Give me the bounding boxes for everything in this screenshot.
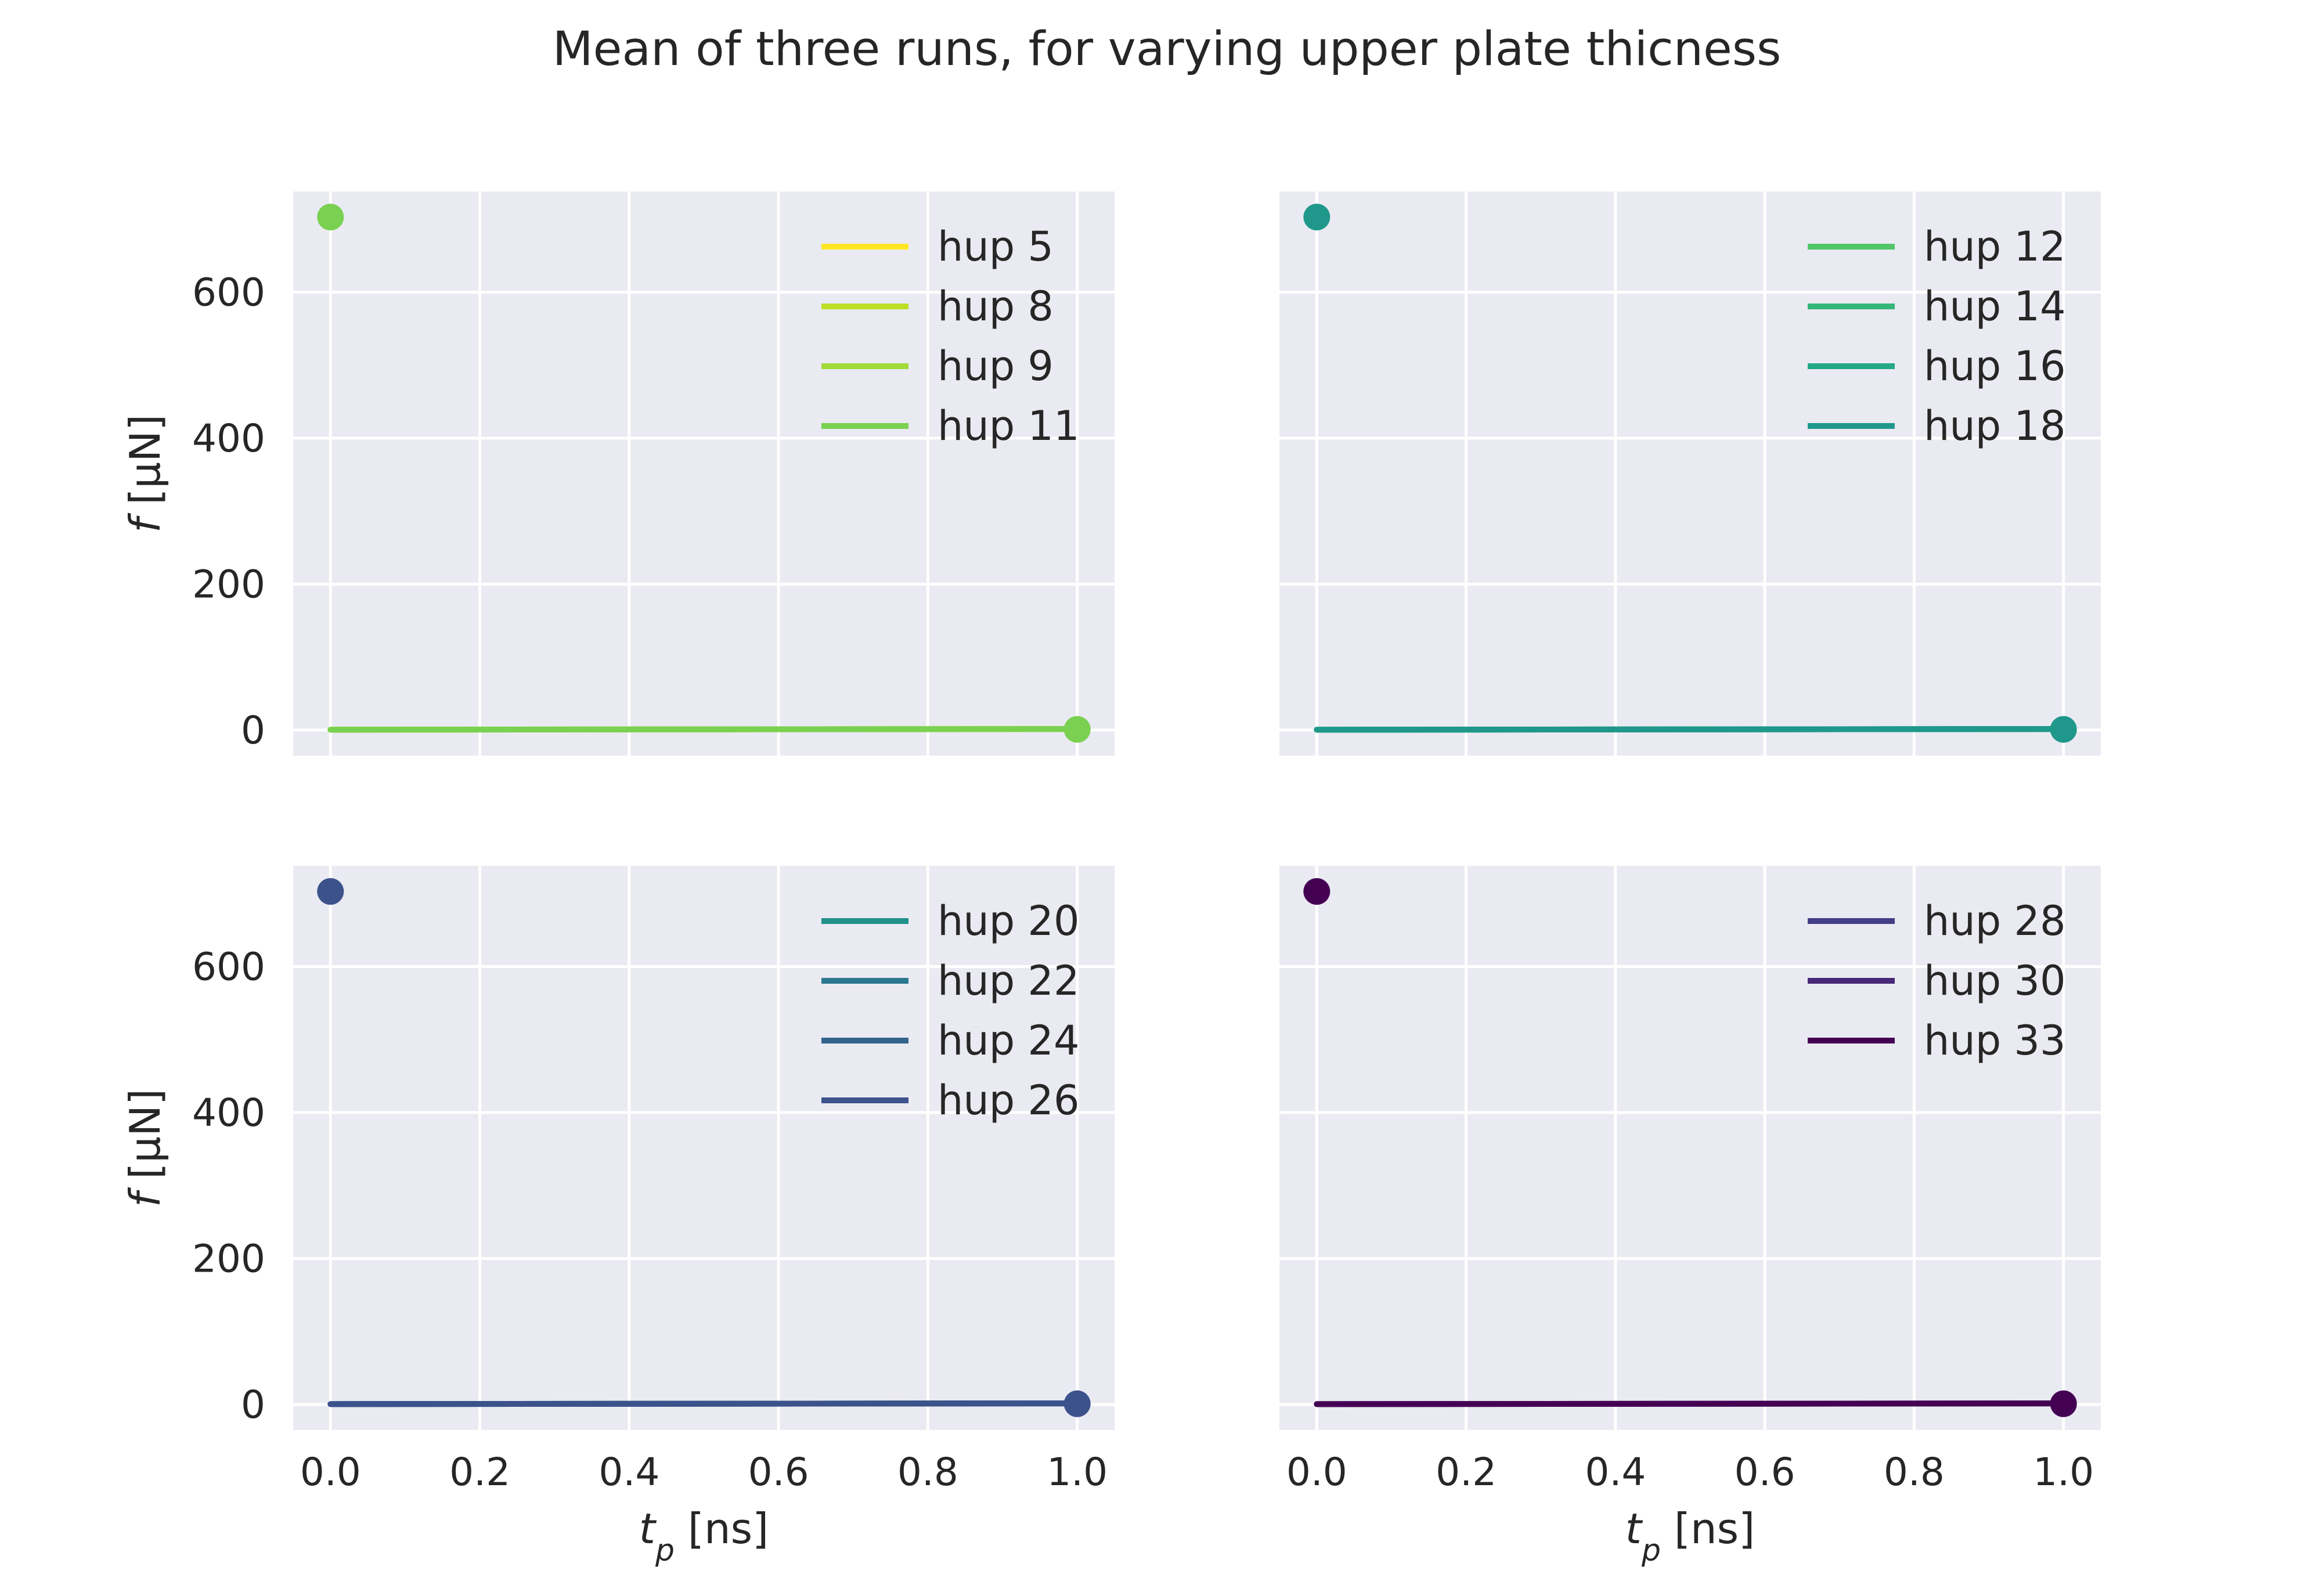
axes-background bbox=[293, 866, 1115, 1430]
legend-label: hup 16 bbox=[1924, 342, 2066, 390]
data-point-marker bbox=[1303, 878, 1331, 905]
axes-background bbox=[1279, 192, 2101, 756]
x-tick-label: 0.0 bbox=[1286, 1450, 1347, 1494]
x-tick-label: 0.8 bbox=[897, 1450, 958, 1494]
series-line bbox=[327, 1400, 1080, 1407]
data-point-marker bbox=[2050, 1390, 2077, 1417]
y-axis-label: f [μN] bbox=[121, 1089, 170, 1207]
x-tick-label: 0.6 bbox=[1735, 1450, 1795, 1494]
x-tick-label: 0.2 bbox=[449, 1450, 510, 1494]
legend-label: hup 22 bbox=[938, 957, 1080, 1005]
x-axis-label: tp [ns] bbox=[1625, 1504, 1755, 1568]
x-tick-label: 0.2 bbox=[1436, 1450, 1497, 1494]
panel-top-left: 0 200 400 600 f [μN] hup 5 hup 8 hup 9 hup 11 bbox=[121, 192, 1115, 756]
x-tick-label: 0.0 bbox=[300, 1450, 361, 1494]
panel-bottom-left: 0 200 400 600 f [μN] 0.0 0.2 0.4 0.6 0.8 1.0 tp [ns… bbox=[121, 866, 1115, 1568]
y-tick-label: 200 bbox=[192, 1237, 265, 1281]
legend-label: hup 14 bbox=[1924, 283, 2066, 330]
legend-label: hup 9 bbox=[938, 342, 1054, 390]
y-tick-label: 200 bbox=[192, 562, 265, 607]
data-point-marker bbox=[317, 878, 344, 905]
x-tick-label: 0.6 bbox=[748, 1450, 809, 1494]
x-tick-label: 1.0 bbox=[1047, 1450, 1108, 1494]
y-tick-label: 400 bbox=[192, 1091, 265, 1135]
panels-layer: 0 200 400 600 f [μN] hup 5 hup 8 hup 9 hup 11 hup… bbox=[121, 192, 2101, 1568]
panel-bottom-right: 0.0 0.2 0.4 0.6 0.8 1.0 tp [ns] hup 28 hup 30 hup… bbox=[1279, 866, 2101, 1568]
axes-background bbox=[1279, 866, 2101, 1430]
data-point-marker bbox=[1303, 204, 1331, 231]
series-line bbox=[327, 726, 1080, 733]
legend-label: hup 26 bbox=[938, 1077, 1080, 1124]
legend-label: hup 18 bbox=[1924, 402, 2066, 450]
legend-label: hup 30 bbox=[1924, 957, 2066, 1005]
legend-label: hup 24 bbox=[938, 1017, 1080, 1064]
data-point-marker bbox=[317, 204, 344, 231]
y-tick-label: 600 bbox=[192, 945, 265, 990]
legend-label: hup 11 bbox=[938, 402, 1080, 450]
y-axis-label: f [μN] bbox=[121, 414, 170, 533]
x-axis-label: tp [ns] bbox=[639, 1504, 769, 1568]
legend-label: hup 20 bbox=[938, 897, 1080, 945]
legend-label: hup 5 bbox=[938, 223, 1054, 270]
x-tick-label: 0.4 bbox=[1585, 1450, 1646, 1494]
panel-top-right: hup 12 hup 14 hup 16 hup 18 bbox=[1279, 192, 2101, 756]
y-tick-label: 0 bbox=[241, 1382, 265, 1427]
series-line bbox=[1314, 1400, 2067, 1407]
legend-label: hup 12 bbox=[1924, 223, 2066, 270]
x-tick-label: 0.8 bbox=[1884, 1450, 1945, 1494]
chart-title: Mean of three runs, for varying upper pl… bbox=[553, 22, 1782, 77]
data-point-marker bbox=[2050, 716, 2077, 743]
y-tick-label: 0 bbox=[241, 708, 265, 753]
x-tick-label: 1.0 bbox=[2033, 1450, 2094, 1494]
legend-label: hup 33 bbox=[1924, 1017, 2066, 1064]
data-point-marker bbox=[1063, 1390, 1091, 1417]
legend-label: hup 28 bbox=[1924, 897, 2066, 945]
y-tick-label: 600 bbox=[192, 270, 265, 315]
x-tick-label: 0.4 bbox=[598, 1450, 659, 1494]
series-line bbox=[1314, 726, 2067, 733]
y-tick-label: 400 bbox=[192, 416, 265, 461]
axes-background bbox=[293, 192, 1115, 756]
legend-label: hup 8 bbox=[938, 283, 1054, 330]
data-point-marker bbox=[1063, 716, 1091, 743]
